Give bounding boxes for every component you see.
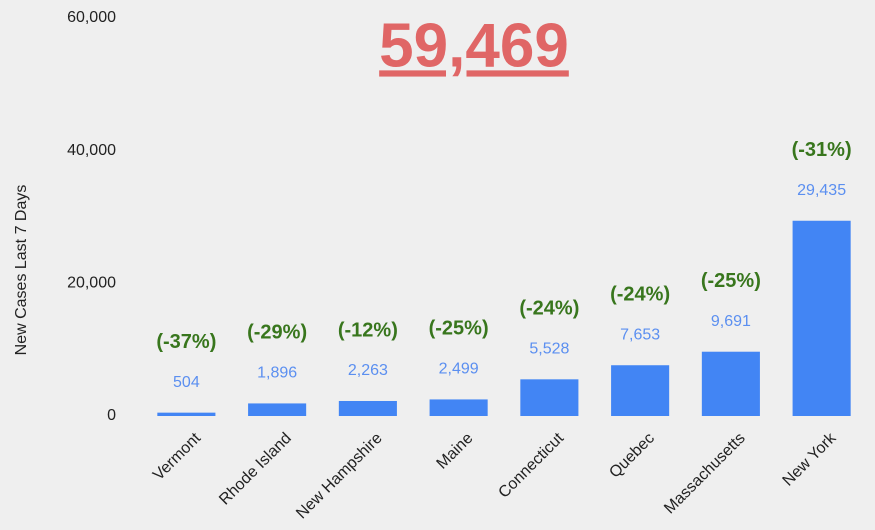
y-axis-label: New Cases Last 7 Days [13,185,30,356]
bar [248,403,307,416]
value-label: 29,435 [797,182,846,199]
bar [611,365,670,416]
bar [792,220,851,416]
bar [520,379,579,416]
bar [157,412,216,416]
value-label: 504 [173,374,200,391]
value-label: 2,499 [439,361,479,378]
y-tick-label: 40,000 [67,142,116,159]
change-label: (-24%) [610,284,670,306]
value-label: 7,653 [620,326,660,343]
value-label: 9,691 [711,313,751,330]
change-label: (-24%) [519,298,579,320]
bar [338,400,397,416]
y-tick-label: 0 [107,407,116,424]
bar [429,399,488,416]
value-label: 2,263 [348,362,388,379]
change-label: (-29%) [247,322,307,344]
chart-title: 59,469 [379,11,569,80]
value-label: 5,528 [529,341,569,358]
change-label: (-31%) [792,139,852,161]
change-label: (-25%) [701,270,761,292]
change-label: (-12%) [338,319,398,341]
y-tick-label: 60,000 [67,9,116,26]
change-label: (-37%) [156,331,216,353]
bar [701,351,760,416]
change-label: (-25%) [429,318,489,340]
y-tick-label: 20,000 [67,275,116,292]
value-label: 1,896 [257,365,297,382]
